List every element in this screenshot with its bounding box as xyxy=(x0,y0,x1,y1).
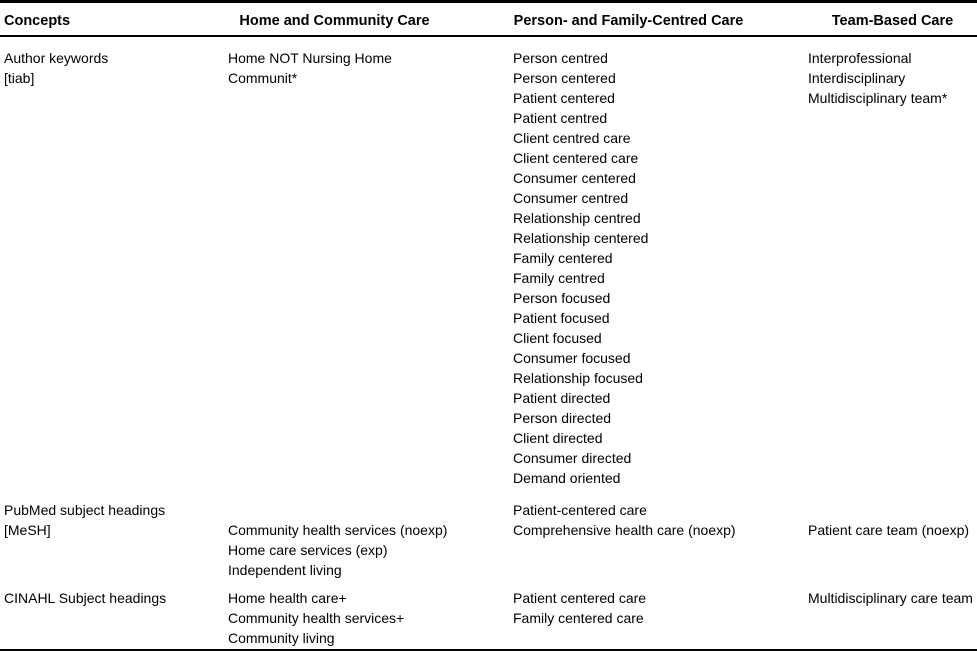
cell-line: Client centered care xyxy=(513,150,639,166)
cell-team_based: Patient care team (noexp) xyxy=(808,488,977,580)
cell-line: Person focused xyxy=(513,290,611,306)
cell-line: Person directed xyxy=(513,410,612,426)
header-home-and-community-care-label: Home and Community Care xyxy=(239,13,430,29)
cell-line: Home NOT Nursing Home xyxy=(228,50,392,66)
cell-line: Family centered care xyxy=(513,610,644,626)
cell-line: Person centred xyxy=(513,50,608,66)
header-concepts: Concepts xyxy=(0,1,228,37)
cell-line: CINAHL Subject headings xyxy=(4,590,167,606)
header-concepts-label: Concepts xyxy=(4,13,71,29)
cell-line: Client centred care xyxy=(513,130,631,146)
cell-concepts: CINAHL Subject headings xyxy=(0,580,228,651)
header-team-based-care: Team-Based Care xyxy=(808,1,977,37)
cell-line: PubMed subject headings xyxy=(4,502,166,518)
cell-person_family: Patient-centered care Comprehensive healt… xyxy=(513,488,808,580)
cell-line: Community living xyxy=(228,630,335,646)
table-body: Author keywords [tiab] Home NOT Nursing Ho… xyxy=(0,36,977,651)
cell-line: Community health services (noexp) xyxy=(228,522,448,538)
cell-line: Communit* xyxy=(228,70,298,86)
cell-line-empty xyxy=(228,500,513,520)
cell-line: Patient directed xyxy=(513,390,611,406)
cell-home_community: Home health care+ Community health servic… xyxy=(228,580,513,651)
cell-line: Patient care team (noexp) xyxy=(808,522,970,538)
cell-line: Client focused xyxy=(513,330,602,346)
cell-line: Relationship centered xyxy=(513,230,649,246)
cell-line: Interdisciplinary xyxy=(808,70,906,86)
cell-team_based: Multidisciplinary care team xyxy=(808,580,977,651)
table-row: Author keywords [tiab] Home NOT Nursing Ho… xyxy=(0,36,977,488)
cell-line: Client directed xyxy=(513,430,603,446)
cell-line: Patient focused xyxy=(513,310,610,326)
cell-line: Consumer directed xyxy=(513,450,632,466)
cell-concepts: PubMed subject headings [MeSH] xyxy=(0,488,228,580)
header-person-and-family-centred-care: Person- and Family-Centred Care xyxy=(513,1,808,37)
cell-line: Patient centered xyxy=(513,90,615,106)
cell-line: Family centered xyxy=(513,250,613,266)
header-person-and-family-centred-care-label: Person- and Family-Centred Care xyxy=(513,13,744,29)
cell-team_based: Interprofessional Interdisciplinary Multid… xyxy=(808,36,977,488)
cell-line: Relationship focused xyxy=(513,370,643,386)
header-team-based-care-label: Team-Based Care xyxy=(831,13,954,29)
cell-line: Consumer centered xyxy=(513,170,636,186)
cell-line: [tiab] xyxy=(4,70,35,86)
cell-line: Relationship centred xyxy=(513,210,641,226)
cell-line: Home health care+ xyxy=(228,590,347,606)
cell-line: Multidisciplinary team* xyxy=(808,90,948,106)
table-row: PubMed subject headings [MeSH] Community h… xyxy=(0,488,977,580)
header-row: Concepts Home and Community Care Person-… xyxy=(0,1,977,37)
cell-line: Multidisciplinary care team xyxy=(808,590,973,606)
cell-line: Comprehensive health care (noexp) xyxy=(513,522,736,538)
cell-line: Consumer focused xyxy=(513,350,631,366)
cell-line: Patient centred xyxy=(513,110,608,126)
cell-line: Independent living xyxy=(228,562,342,578)
header-home-and-community-care: Home and Community Care xyxy=(228,1,513,37)
cell-concepts: Author keywords [tiab] xyxy=(0,36,228,488)
cell-line: Family centred xyxy=(513,270,605,286)
cell-line: Interprofessional xyxy=(808,50,912,66)
cell-line: Patient-centered care xyxy=(513,502,647,518)
cell-line: Community health services+ xyxy=(228,610,405,626)
cell-line: Patient centered care xyxy=(513,590,647,606)
cell-line-empty xyxy=(808,500,977,520)
cell-person_family: Patient centered care Family centered car… xyxy=(513,580,808,651)
table-row: CINAHL Subject headings Home health care+… xyxy=(0,580,977,651)
cell-home_community: Home NOT Nursing Home Communit* xyxy=(228,36,513,488)
cell-person_family: Person centred Person centered Patient cen… xyxy=(513,36,808,488)
cell-line: Author keywords xyxy=(4,50,109,66)
cell-home_community: Community health services (noexp) Home ca… xyxy=(228,488,513,580)
cell-line: Home care services (exp) xyxy=(228,542,388,558)
cell-line: [MeSH] xyxy=(4,522,51,538)
cell-line: Person centered xyxy=(513,70,616,86)
cell-line: Demand oriented xyxy=(513,470,621,486)
cell-line: Consumer centred xyxy=(513,190,629,206)
table-header: Concepts Home and Community Care Person-… xyxy=(0,1,977,37)
